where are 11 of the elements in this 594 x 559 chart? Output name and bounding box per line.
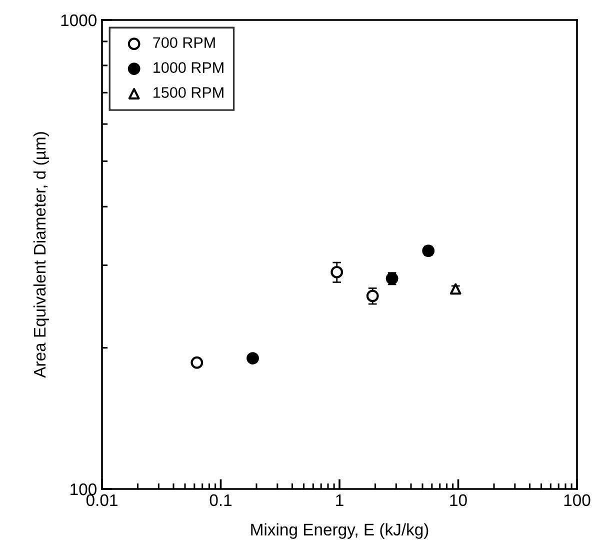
x-tick-label: 0.01 [86, 494, 118, 506]
legend-label: 1000 RPM [154, 62, 224, 73]
x-tick-label: 0.1 [210, 494, 232, 506]
legend-label: 700 RPM [153, 37, 215, 48]
y-axis-title: Area Equivalent Diameter, d (µm) [33, 132, 49, 378]
legend-label: 1500 RPM [154, 87, 224, 98]
x-tick-label: 1 [336, 494, 344, 506]
x-tick-label: 10 [450, 494, 467, 506]
x-tick-label: 100 [564, 494, 590, 506]
y-tick-label: 1000 [61, 14, 96, 26]
x-axis-title: Mixing Energy, E (kJ/kg) [251, 523, 428, 539]
